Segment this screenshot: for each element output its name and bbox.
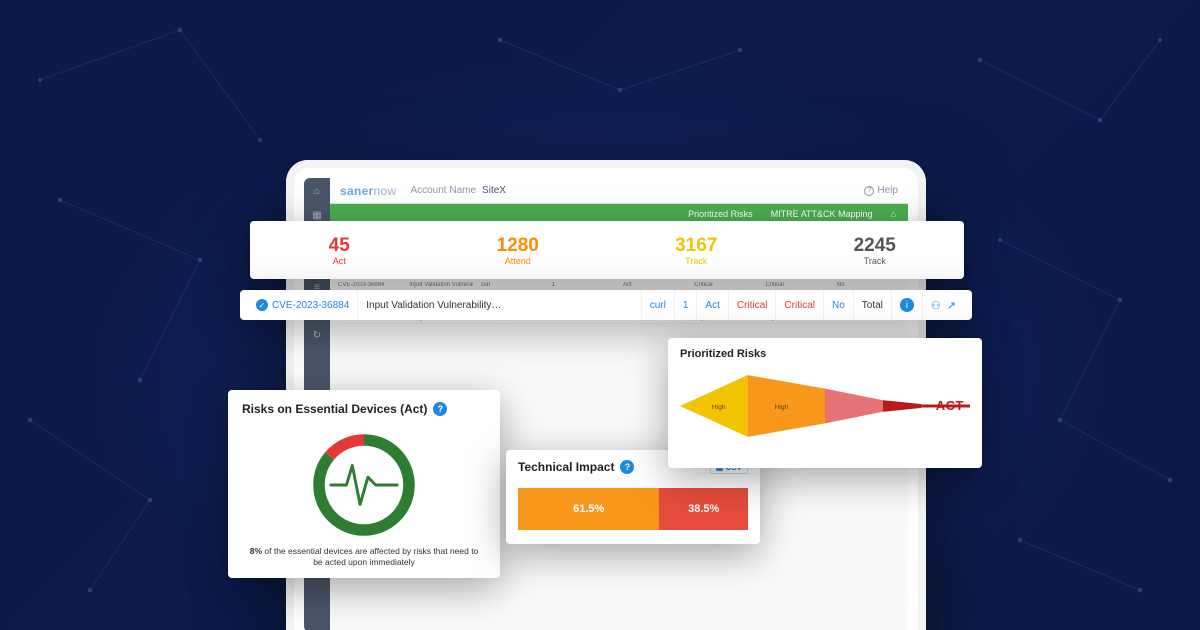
info-icon[interactable]: i xyxy=(900,298,914,312)
prioritized-risks-card: Prioritized Risks High High ACT xyxy=(668,338,982,468)
app-header: sanernow Account Name SiteX ? Help xyxy=(330,178,908,204)
cve-title: Input Validation Vulnerability… xyxy=(358,290,641,320)
svg-text:High: High xyxy=(712,404,726,411)
risks-caption: 8% of the essential devices are affected… xyxy=(242,546,486,568)
funnel-act-label: ACT xyxy=(936,398,964,413)
help-icon[interactable]: ? xyxy=(620,460,634,474)
help-icon: ? xyxy=(864,186,874,196)
risks-essential-card: Risks on Essential Devices (Act) ? 8% of… xyxy=(228,390,500,578)
account-label: Account Name xyxy=(410,185,476,196)
cve-exploited: No xyxy=(824,290,854,320)
brand-logo: sanernow xyxy=(340,184,396,198)
pulse-icon xyxy=(325,446,403,524)
nav-refresh-icon[interactable]: ↻ xyxy=(310,328,324,342)
tech-impact-bar: 61.5%38.5% xyxy=(518,488,748,530)
account-name[interactable]: SiteX xyxy=(482,185,506,196)
metric-attend[interactable]: 1280Attend xyxy=(429,221,608,279)
help-icon[interactable]: ? xyxy=(433,402,447,416)
open-icon[interactable]: ↗ xyxy=(947,299,956,312)
nav-home-icon[interactable]: ⌂ xyxy=(310,184,324,198)
tech-bar-segment: 38.5% xyxy=(659,488,748,530)
help-link[interactable]: ? Help xyxy=(864,185,898,196)
metric-track[interactable]: 2245Track xyxy=(786,221,965,279)
cve-action[interactable]: Act xyxy=(697,290,728,320)
verified-icon: ✓ xyxy=(256,299,268,311)
cve-product[interactable]: curl xyxy=(642,290,675,320)
nav-grid-icon[interactable]: ▦ xyxy=(310,208,324,222)
tech-bar-segment: 61.5% xyxy=(518,488,659,530)
network-icon[interactable]: ⚇ xyxy=(931,299,941,312)
metric-track[interactable]: 3167Track xyxy=(607,221,786,279)
risks-donut-chart xyxy=(309,430,419,540)
metrics-summary-card: 45Act1280Attend3167Track2245Track xyxy=(250,221,964,279)
cve-severity-2: Critical xyxy=(776,290,824,320)
funnel-chart: High High ACT xyxy=(680,366,970,446)
prio-card-title: Prioritized Risks xyxy=(680,348,970,360)
context-home-icon[interactable]: ⌂ xyxy=(891,209,896,219)
risks-card-title: Risks on Essential Devices (Act) ? xyxy=(242,402,486,416)
cve-id[interactable]: CVE-2023-36884 xyxy=(272,300,349,311)
cve-severity-1: Critical xyxy=(729,290,777,320)
svg-text:High: High xyxy=(775,404,789,411)
cve-count: 1 xyxy=(675,290,698,320)
cve-detail-row[interactable]: ✓ CVE-2023-36884 Input Validation Vulnera… xyxy=(240,290,972,320)
cve-scope: Total xyxy=(854,290,892,320)
metric-act[interactable]: 45Act xyxy=(250,221,429,279)
context-mitre[interactable]: MITRE ATT&CK Mapping xyxy=(771,209,873,219)
context-prioritized[interactable]: Prioritized Risks xyxy=(688,209,753,219)
